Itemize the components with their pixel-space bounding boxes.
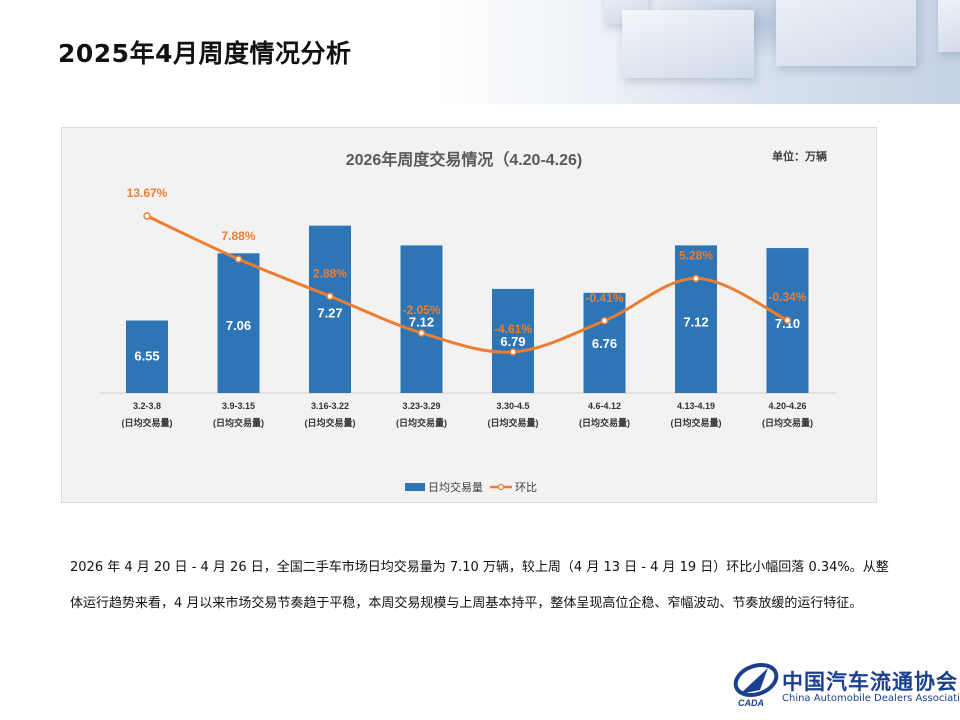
x-tick-sublabel: (日均交易量)	[579, 417, 630, 428]
line-value-label: -0.34%	[768, 290, 806, 304]
header-banner: 2025年4月周度情况分析	[0, 0, 960, 104]
cada-logo: CADA 中国汽车流通协会 China Automobile Dealers A…	[730, 660, 960, 708]
bar	[309, 225, 351, 393]
line-path	[146, 214, 789, 354]
cube-decoration	[938, 0, 960, 52]
line-point	[417, 329, 426, 337]
x-tick-sublabel: (日均交易量)	[213, 417, 264, 428]
x-tick-sublabel: (日均交易量)	[122, 417, 173, 428]
x-tick-label: 3.30-4.5	[496, 401, 529, 411]
bar-value-label: 7.06	[226, 318, 251, 333]
line-value-label: 5.28%	[679, 248, 713, 262]
line-value-label: 13.67%	[127, 186, 168, 200]
page-title: 2025年4月周度情况分析	[58, 39, 352, 68]
bar-value-label: 7.27	[317, 306, 342, 321]
bar	[400, 245, 443, 393]
bar-line-chart: 2026年周度交易情况（4.20-4.26) 单位：万辆 6.55 7.06 7.2…	[100, 149, 836, 494]
bar-value-label: 6.55	[134, 348, 159, 363]
x-tick-label: 4.20-4.26	[768, 401, 806, 411]
x-tick-label: 3.16-3.22	[311, 401, 349, 411]
x-axis-labels: 3.2-3.8 (日均交易量) 3.9-3.15 (日均交易量) 3.16-3.22 (日…	[122, 401, 814, 428]
x-tick-sublabel: (日均交易量)	[762, 417, 813, 428]
bar	[492, 288, 534, 393]
cada-mark-text: CADA	[738, 698, 764, 708]
x-tick-sublabel: (日均交易量)	[671, 417, 722, 428]
chart-legend: 日均交易量 环比	[405, 480, 537, 494]
line-point	[783, 316, 792, 324]
bar	[217, 253, 260, 393]
chart-title: 2026年周度交易情况（4.20-4.26)	[346, 150, 583, 169]
legend-swatch-bar	[405, 483, 425, 491]
line-point	[600, 317, 609, 325]
cube-decoration	[622, 10, 754, 78]
x-tick-label: 3.2-3.8	[133, 401, 161, 411]
x-tick-label: 3.9-3.15	[222, 401, 255, 411]
x-tick-sublabel: (日均交易量)	[305, 417, 356, 428]
line-series: 13.67% 7.88% 2.88% -2.05% -4.61% -0.41% 5.28% -…	[127, 186, 807, 356]
cube-decoration	[776, 0, 916, 66]
legend-swatch-marker	[497, 483, 505, 491]
x-tick-sublabel: (日均交易量)	[396, 417, 447, 428]
line-value-label: 2.88%	[313, 266, 347, 280]
line-point	[326, 292, 334, 301]
chart-unit-label: 单位：万辆	[772, 149, 827, 163]
x-tick-label: 4.13-4.19	[677, 401, 715, 411]
bar-value-label: 7.12	[683, 315, 708, 330]
bar-value-label: 7.12	[409, 315, 434, 330]
bar	[126, 320, 168, 393]
legend-label-bar: 日均交易量	[428, 480, 483, 494]
line-point	[143, 212, 151, 220]
line-value-label: -0.41%	[585, 291, 623, 305]
bar-series: 6.557.067.277.126.796.767.127.10	[126, 225, 809, 393]
bar-value-label: 6.79	[500, 334, 525, 349]
bar-value-label: 6.76	[592, 336, 617, 351]
bar	[675, 245, 717, 393]
legend-label-line: 环比	[515, 481, 537, 494]
logo-name-cn: 中国汽车流通协会	[782, 669, 958, 694]
line-point	[509, 348, 517, 356]
bar	[583, 292, 626, 393]
line-point	[692, 274, 700, 283]
line-value-label: 7.88%	[221, 229, 255, 243]
description-paragraph: 2026 年 4 月 20 日 - 4 月 26 日，全国二手车市场日均交易量为…	[70, 560, 889, 611]
logo-name-en: China Automobile Dealers Association	[782, 693, 960, 704]
line-value-label: -4.61%	[494, 322, 532, 336]
line-value-label: -2.05%	[402, 303, 440, 317]
x-tick-label: 4.6-4.12	[588, 401, 621, 411]
x-tick-label: 3.23-3.29	[402, 401, 440, 411]
x-tick-sublabel: (日均交易量)	[488, 417, 539, 428]
line-point	[234, 255, 243, 263]
chart-panel: 2026年周度交易情况（4.20-4.26) 单位：万辆 6.55 7.06 7.2…	[61, 127, 877, 503]
cada-logo-mark-icon: CADA	[733, 663, 779, 708]
